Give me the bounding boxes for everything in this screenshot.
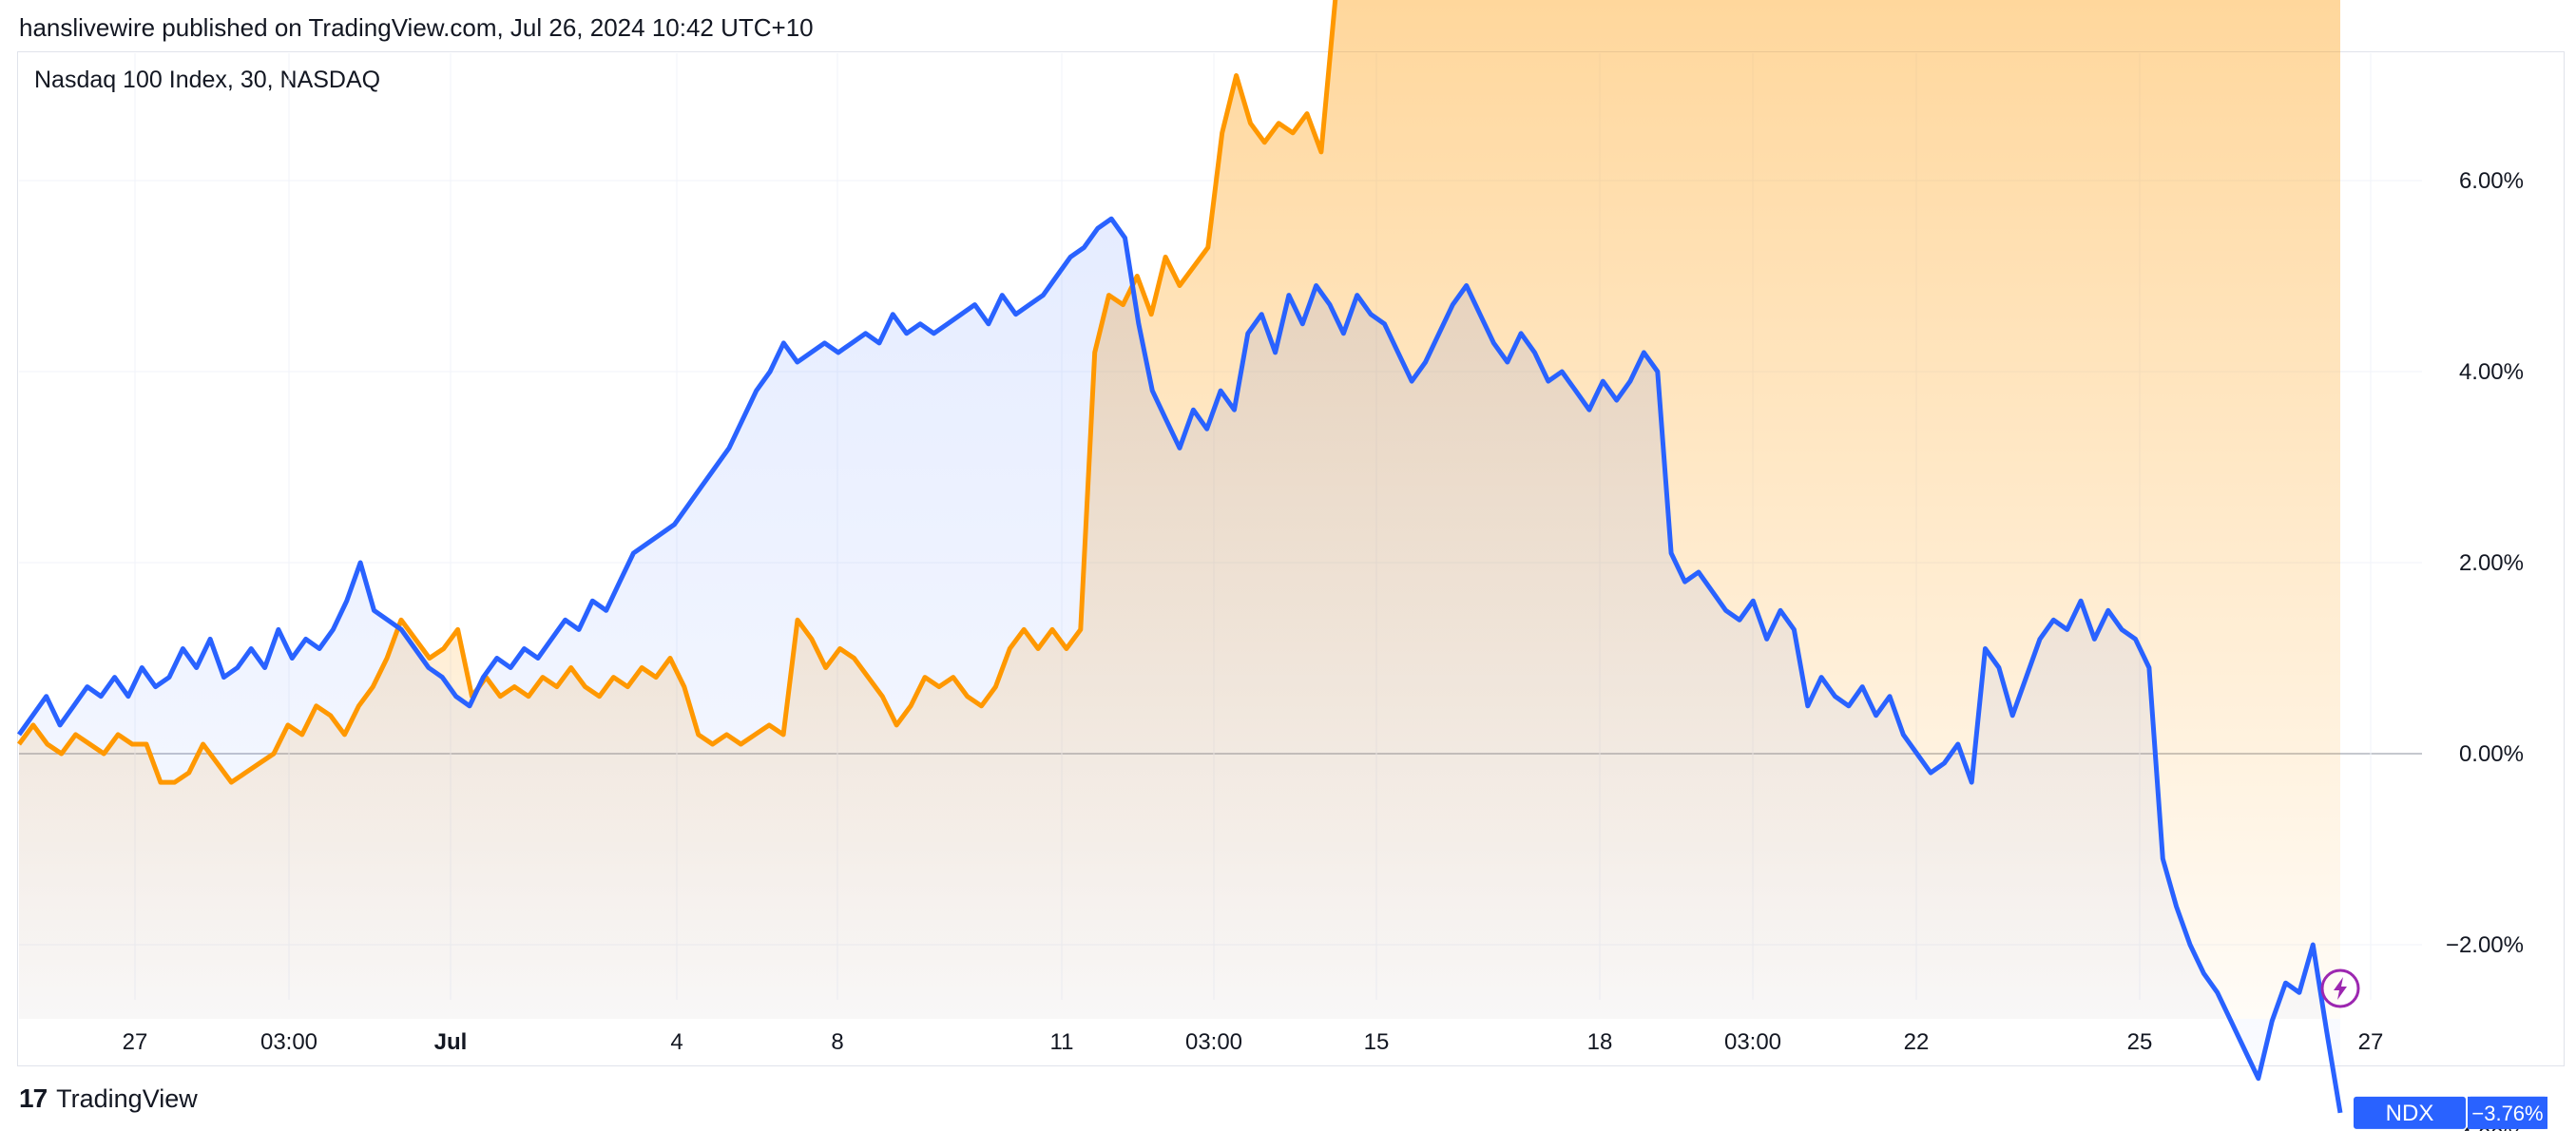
footer-brand[interactable]: 17 TradingView [19, 1083, 198, 1114]
y-tick-label: 8.00% [2459, 0, 2524, 3]
x-tick-label: 15 [1364, 1029, 1390, 1055]
badge-symbol-bg [2354, 1096, 2466, 1129]
chart-frame [17, 51, 2565, 1066]
y-tick-label: 2.00% [2459, 550, 2524, 576]
x-tick-label: 03:00 [260, 1029, 317, 1055]
badge-value: −3.76% [2471, 1102, 2543, 1125]
symbol-title[interactable]: Nasdaq 100 Index, 30, NASDAQ [34, 67, 381, 93]
x-tick-label: 25 [2127, 1029, 2153, 1055]
series-area-ndx [19, 219, 2340, 1113]
x-tick-label: 03:00 [1185, 1029, 1242, 1055]
y-tick-label: 4.00% [2459, 359, 2524, 385]
x-tick-label: 8 [831, 1029, 843, 1055]
series-line-ndx [16, 216, 2343, 1114]
x-tick-label: 03:00 [1724, 1029, 1781, 1055]
publish-header: hanslivewire published on TradingView.co… [19, 13, 814, 42]
x-tick-label: 11 [1050, 1029, 1074, 1055]
series-line-rut [16, 0, 1338, 785]
y-tick-label: 0.00% [2459, 741, 2524, 767]
series-fills [19, 0, 2340, 1113]
y-axis: 14.00%12.00%10.00%8.00%6.00%4.00%2.00%0.… [2446, 0, 2524, 1131]
x-tick-label: Jul [434, 1029, 468, 1055]
last-value-badges: RUT+10.06%NDX−3.76% [2354, 1096, 2547, 1129]
badge-ndx: NDX −3.76% [2354, 1096, 2547, 1129]
y-tick-label: 6.00% [2459, 168, 2524, 194]
lightning-icon[interactable] [2320, 968, 2360, 1008]
badge-symbol: NDX [2386, 1101, 2434, 1126]
x-axis: 27 03:00 Jul 4 8 11 03:00 15 18 03:00 22 25 27 [123, 1029, 2384, 1055]
tradingview-logo-icon: 17 [19, 1083, 48, 1113]
x-tick-label: 27 [123, 1029, 148, 1055]
x-tick-label: 22 [1904, 1029, 1930, 1055]
x-tick-label: 27 [2358, 1029, 2384, 1055]
x-tick-label: 18 [1587, 1029, 1613, 1055]
y-tick-label: −2.00% [2446, 932, 2524, 958]
brand-name: TradingView [56, 1083, 198, 1113]
x-tick-label: 4 [670, 1029, 682, 1055]
series-lines [16, 0, 2343, 1114]
